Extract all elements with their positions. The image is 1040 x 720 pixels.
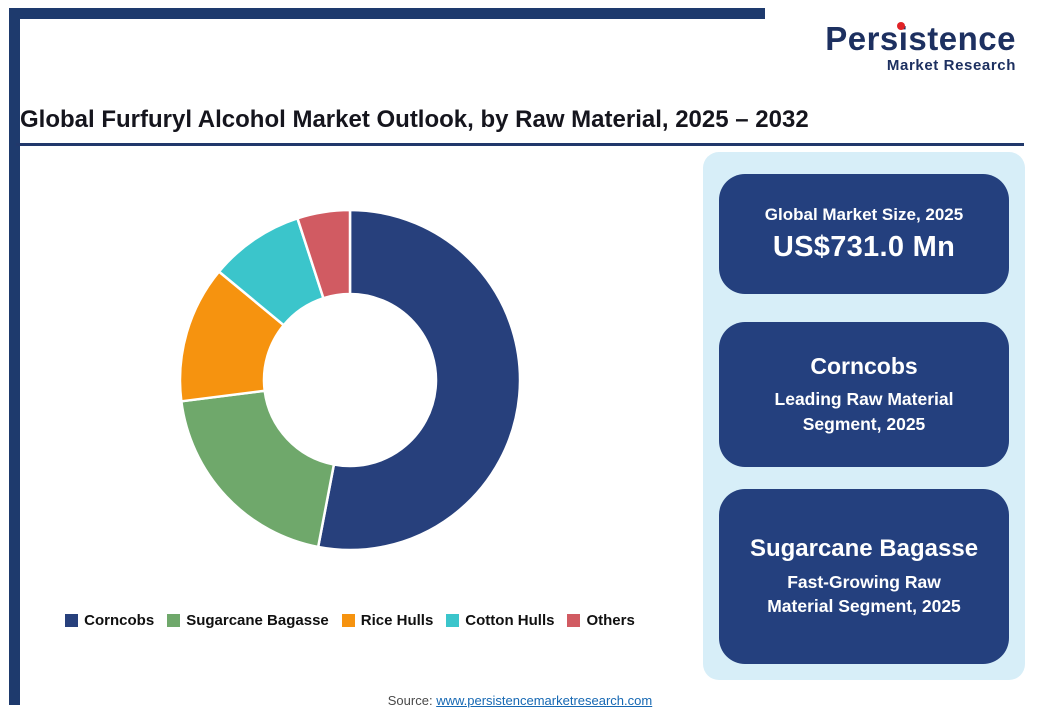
leading-segment-card-subtitle: Leading Raw Material Segment, 2025 — [774, 389, 954, 434]
legend-swatch-corncobs — [65, 614, 79, 627]
legend-item-corncobs: Corncobs — [65, 612, 154, 629]
market-size-card: Global Market Size, 2025 US$731.0 Mn — [719, 174, 1009, 294]
legend-item-cotton-hulls: Cotton Hulls — [446, 612, 554, 629]
logo-brand-word: Persistence — [825, 20, 1016, 57]
donut-segment-sugarcane-bagasse — [180, 389, 336, 549]
source-line: Source: www.persistencemarketresearch.co… — [0, 693, 1040, 708]
page-title: Global Furfuryl Alcohol Market Outlook, … — [20, 106, 809, 133]
logo-red-dot-icon — [897, 22, 906, 30]
chart-legend: Corncobs Sugarcane Bagasse Rice Hulls Cotto… — [0, 612, 700, 629]
donut-segment-corncobs — [316, 208, 522, 552]
donut-segment-others — [296, 208, 352, 300]
legend-item-rice-hulls: Rice Hulls — [341, 612, 434, 629]
donut-chart — [178, 208, 522, 552]
legend-item-sugarcane-bagasse: Sugarcane Bagasse — [167, 612, 329, 629]
title-underline — [16, 143, 1024, 146]
source-link[interactable]: www.persistencemarketresearch.com — [436, 693, 653, 708]
leading-segment-card-title: Corncobs — [810, 353, 918, 379]
market-size-card-value: US$731.0 Mn — [772, 231, 956, 264]
market-size-card-title: Global Market Size, 2025 — [764, 204, 964, 224]
legend-swatch-sugarcane-bagasse — [167, 614, 181, 627]
fast-growing-segment-card: Sugarcane Bagasse Fast-Growing Raw Mater… — [719, 489, 1009, 664]
logo-subtitle-text: Market Research — [886, 57, 1016, 74]
legend-label-sugarcane-bagasse: Sugarcane Bagasse — [186, 612, 329, 629]
frame-top-border — [9, 8, 765, 19]
pmr-logo: Persistence Market Research — [825, 22, 1016, 74]
leading-segment-card: Corncobs Leading Raw Material Segment, 2… — [719, 322, 1009, 467]
source-label: Source: — [387, 693, 437, 708]
frame-left-border — [9, 8, 20, 705]
fast-growing-segment-card-title: Sugarcane Bagasse — [749, 534, 979, 562]
legend-label-rice-hulls: Rice Hulls — [360, 612, 434, 629]
fast-growing-segment-card-subtitle: Fast-Growing Raw Material Segment, 2025 — [767, 571, 961, 617]
legend-swatch-rice-hulls — [341, 614, 355, 627]
legend-swatch-cotton-hulls — [446, 614, 460, 627]
legend-label-corncobs: Corncobs — [84, 612, 155, 629]
legend-item-others: Others — [567, 612, 635, 629]
highlights-panel: Global Market Size, 2025 US$731.0 Mn Cor… — [703, 152, 1025, 680]
legend-label-others: Others — [586, 612, 635, 629]
legend-label-cotton-hulls: Cotton Hulls — [465, 612, 555, 629]
logo-brand-text: Persistence — [825, 22, 1016, 55]
legend-swatch-others — [567, 614, 581, 627]
